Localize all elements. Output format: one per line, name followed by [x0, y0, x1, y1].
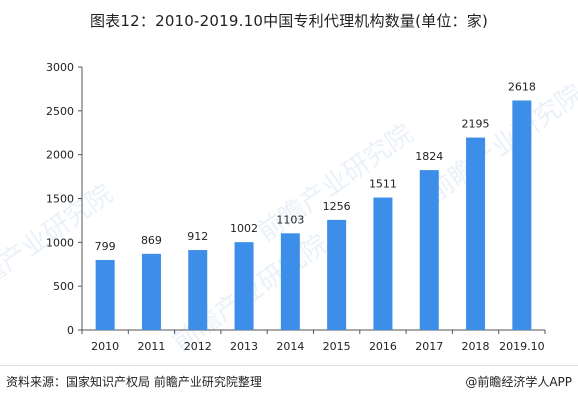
footer-divider [0, 365, 578, 366]
y-axis: 0 500 1000 1500 2000 2500 3000 [46, 61, 83, 337]
y-tick-label: 1000 [46, 236, 74, 249]
x-tick-label: 2019.10 [499, 340, 545, 353]
data-label-2015: 1256 [323, 200, 351, 213]
y-tick-label: 2000 [46, 149, 74, 162]
data-label-2011: 869 [141, 234, 162, 247]
data-label-2016: 1511 [369, 178, 397, 191]
x-tick-label: 2017 [415, 340, 443, 353]
data-label-2019.10: 2618 [508, 80, 536, 93]
data-label-2013: 1002 [230, 222, 258, 235]
bar-2013 [234, 242, 254, 330]
y-tick-label: 1500 [46, 193, 74, 206]
bar-2018 [466, 137, 486, 330]
value-labels: 799 869 912 1002 1103 1256 1511 1824 2195 2618 [95, 80, 536, 252]
data-label-2012: 912 [187, 230, 208, 243]
watermark-text: 前瞻产业研究院 [422, 79, 578, 208]
x-tick-label: 2014 [276, 340, 304, 353]
bar-2010 [95, 259, 115, 330]
x-tick-label: 2010 [91, 340, 119, 353]
x-tick-label: 2015 [323, 340, 351, 353]
data-label-2017: 1824 [415, 150, 443, 163]
data-label-2018: 2195 [462, 118, 490, 131]
data-label-2010: 799 [95, 240, 116, 253]
bar-2017 [419, 170, 439, 330]
bar-2014 [280, 233, 300, 330]
source-note: 资料来源：国家知识产权局 前瞻产业研究院整理 [6, 375, 262, 389]
bar-2011 [141, 253, 161, 330]
x-tick-label: 2012 [184, 340, 212, 353]
bar-2019.10 [512, 100, 532, 330]
bar-2015 [327, 219, 347, 330]
x-tick-label: 2016 [369, 340, 397, 353]
x-axis: 2010 2011 2012 2013 2014 2015 2016 2017 2018 2019… [81, 329, 546, 353]
y-tick-label: 2500 [46, 105, 74, 118]
x-tick-label: 2013 [230, 340, 258, 353]
bar-2016 [373, 197, 393, 330]
x-tick-label: 2018 [462, 340, 490, 353]
y-tick-label: 500 [53, 280, 74, 293]
publisher-credit: @前瞻经济学人APP [465, 375, 572, 389]
y-tick-label: 0 [67, 324, 74, 337]
bars [95, 100, 532, 330]
bar-2012 [188, 250, 208, 330]
y-tick-label: 3000 [46, 61, 74, 74]
x-tick-label: 2011 [137, 340, 165, 353]
chart-title: 图表12：2010-2019.10中国专利代理机构数量(单位：家) [89, 12, 488, 30]
data-label-2014: 1103 [276, 213, 304, 226]
